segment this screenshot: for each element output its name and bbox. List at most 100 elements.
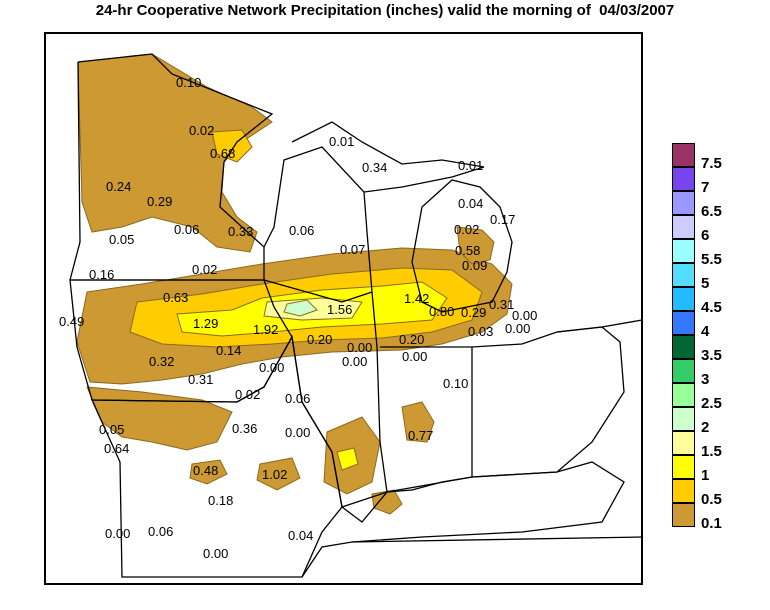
legend-swatch — [672, 359, 695, 383]
precipitation-shading — [76, 53, 513, 515]
legend-swatch — [672, 479, 695, 503]
map-canvas: 0.100.020.680.240.290.06 0.33 0.060.050.01… — [59, 53, 641, 578]
station-values: 0.100.020.680.240.290.06 0.33 0.060.050.01… — [59, 75, 537, 561]
missouri-outline — [90, 335, 343, 578]
precip-area-0.1-kansas — [189, 459, 228, 485]
station-value: 0.00 — [105, 526, 130, 541]
station-value: 0.10 — [176, 75, 201, 90]
station-value: 0.07 — [340, 242, 365, 257]
station-value: 0.24 — [106, 179, 131, 194]
precip-area-2-central — [283, 299, 318, 317]
station-value: 1.42 — [404, 291, 429, 306]
map-title: 24-hr Cooperative Network Precipitation … — [95, 2, 675, 19]
station-value: 1.02 — [262, 467, 287, 482]
station-value: 0.31 — [489, 297, 514, 312]
station-value: 1.56 — [327, 302, 352, 317]
legend-label: 2 — [701, 419, 710, 436]
tennessee-outline — [301, 536, 641, 578]
lower-michigan — [411, 179, 513, 313]
station-value: 0.10 — [443, 376, 468, 391]
precip-area-0.1-indiana — [401, 401, 435, 443]
legend-label: 6 — [701, 227, 710, 244]
great-lakes-shore — [556, 319, 641, 333]
legend-label: 5 — [701, 275, 710, 292]
legend-label: 3.5 — [701, 347, 722, 364]
legend-label: 1 — [701, 467, 710, 484]
precip-area-0.1-kentucky — [371, 489, 403, 515]
station-value: 0.02 — [235, 387, 260, 402]
station-value: 0.06 — [148, 524, 173, 539]
station-value: 0.02 — [192, 262, 217, 277]
station-value: 0.80 — [429, 304, 454, 319]
station-value: 0.14 — [216, 343, 241, 358]
station-value: 0.31 — [188, 372, 213, 387]
station-value: 0.49 — [59, 314, 84, 329]
station-value: 0.00 — [342, 354, 367, 369]
station-value: 0.17 — [490, 212, 515, 227]
legend-swatch — [672, 191, 695, 215]
legend-label: 3 — [701, 371, 710, 388]
legend-swatch — [672, 503, 695, 527]
precip-area-0.1-ozarks — [256, 457, 301, 491]
station-value: 0.64 — [104, 441, 129, 456]
precip-area-0.1-southwest — [86, 386, 233, 451]
station-value: 0.00 — [512, 308, 537, 323]
station-value: 0.05 — [109, 232, 134, 247]
legend-label: 1.5 — [701, 443, 722, 460]
station-value: 0.05 — [99, 422, 124, 437]
legend-label: 0.5 — [701, 491, 722, 508]
station-value: 0.00 — [285, 425, 310, 440]
upper-michigan — [291, 121, 485, 193]
legend-label: 6.5 — [701, 203, 722, 220]
precipitation-map: 0.10 0.02 0.68 0.24 0.29 0.06 0.33 0.06 0.05 0.01… — [44, 32, 643, 585]
station-value: 0.18 — [208, 493, 233, 508]
station-value: 0.03 — [468, 324, 493, 339]
legend-swatch — [672, 239, 695, 263]
station-value: 0.32 — [149, 354, 174, 369]
station-value: 0.00 — [347, 340, 372, 355]
station-value: 0.29 — [147, 194, 172, 209]
station-value: 0.29 — [461, 305, 486, 320]
station-value: 0.00 — [259, 360, 284, 375]
station-value: 0.01 — [329, 134, 354, 149]
legend-swatch — [672, 383, 695, 407]
station-value: 0.00 — [203, 546, 228, 561]
legend-swatch — [672, 215, 695, 239]
legend-label: 5.5 — [701, 251, 722, 268]
station-value: 0.63 — [163, 290, 188, 305]
station-value: 0.58 — [455, 243, 480, 258]
legend-label: 0.1 — [701, 515, 722, 532]
legend-label: 7.5 — [701, 155, 722, 172]
station-value: 0.06 — [285, 391, 310, 406]
precip-area-0.1-lower-michigan — [456, 226, 495, 265]
station-value: 0.04 — [458, 196, 483, 211]
station-value: 0.36 — [232, 421, 257, 436]
legend-label: 4 — [701, 323, 710, 340]
station-value: 0.06 — [289, 223, 314, 238]
station-value: 0.06 — [174, 222, 199, 237]
minnesota-outline — [70, 53, 274, 281]
station-value: 1.29 — [193, 316, 218, 331]
station-value: 0.02 — [454, 222, 479, 237]
station-value: 0.77 — [408, 428, 433, 443]
station-value: 0.00 — [505, 321, 530, 336]
station-value: 0.02 — [189, 123, 214, 138]
station-value: 0.09 — [462, 258, 487, 273]
station-value: 0.34 — [362, 160, 387, 175]
legend-swatch — [672, 335, 695, 359]
station-value: 0.01 — [458, 158, 483, 173]
station-value: 1.92 — [253, 322, 278, 337]
legend-swatch — [672, 407, 695, 431]
legend-swatch — [672, 431, 695, 455]
precip-area-1-missouri — [336, 447, 359, 471]
station-value: 0.20 — [307, 332, 332, 347]
ohio-outline — [471, 326, 625, 478]
station-value: 0.04 — [288, 528, 313, 543]
legend-label: 7 — [701, 179, 710, 196]
station-value: 0.16 — [89, 267, 114, 282]
north-dakota-minnesota-border — [69, 61, 81, 281]
legend-swatch — [672, 311, 695, 335]
legend-swatch — [672, 455, 695, 479]
legend-swatch — [672, 287, 695, 311]
legend-swatch — [672, 263, 695, 287]
